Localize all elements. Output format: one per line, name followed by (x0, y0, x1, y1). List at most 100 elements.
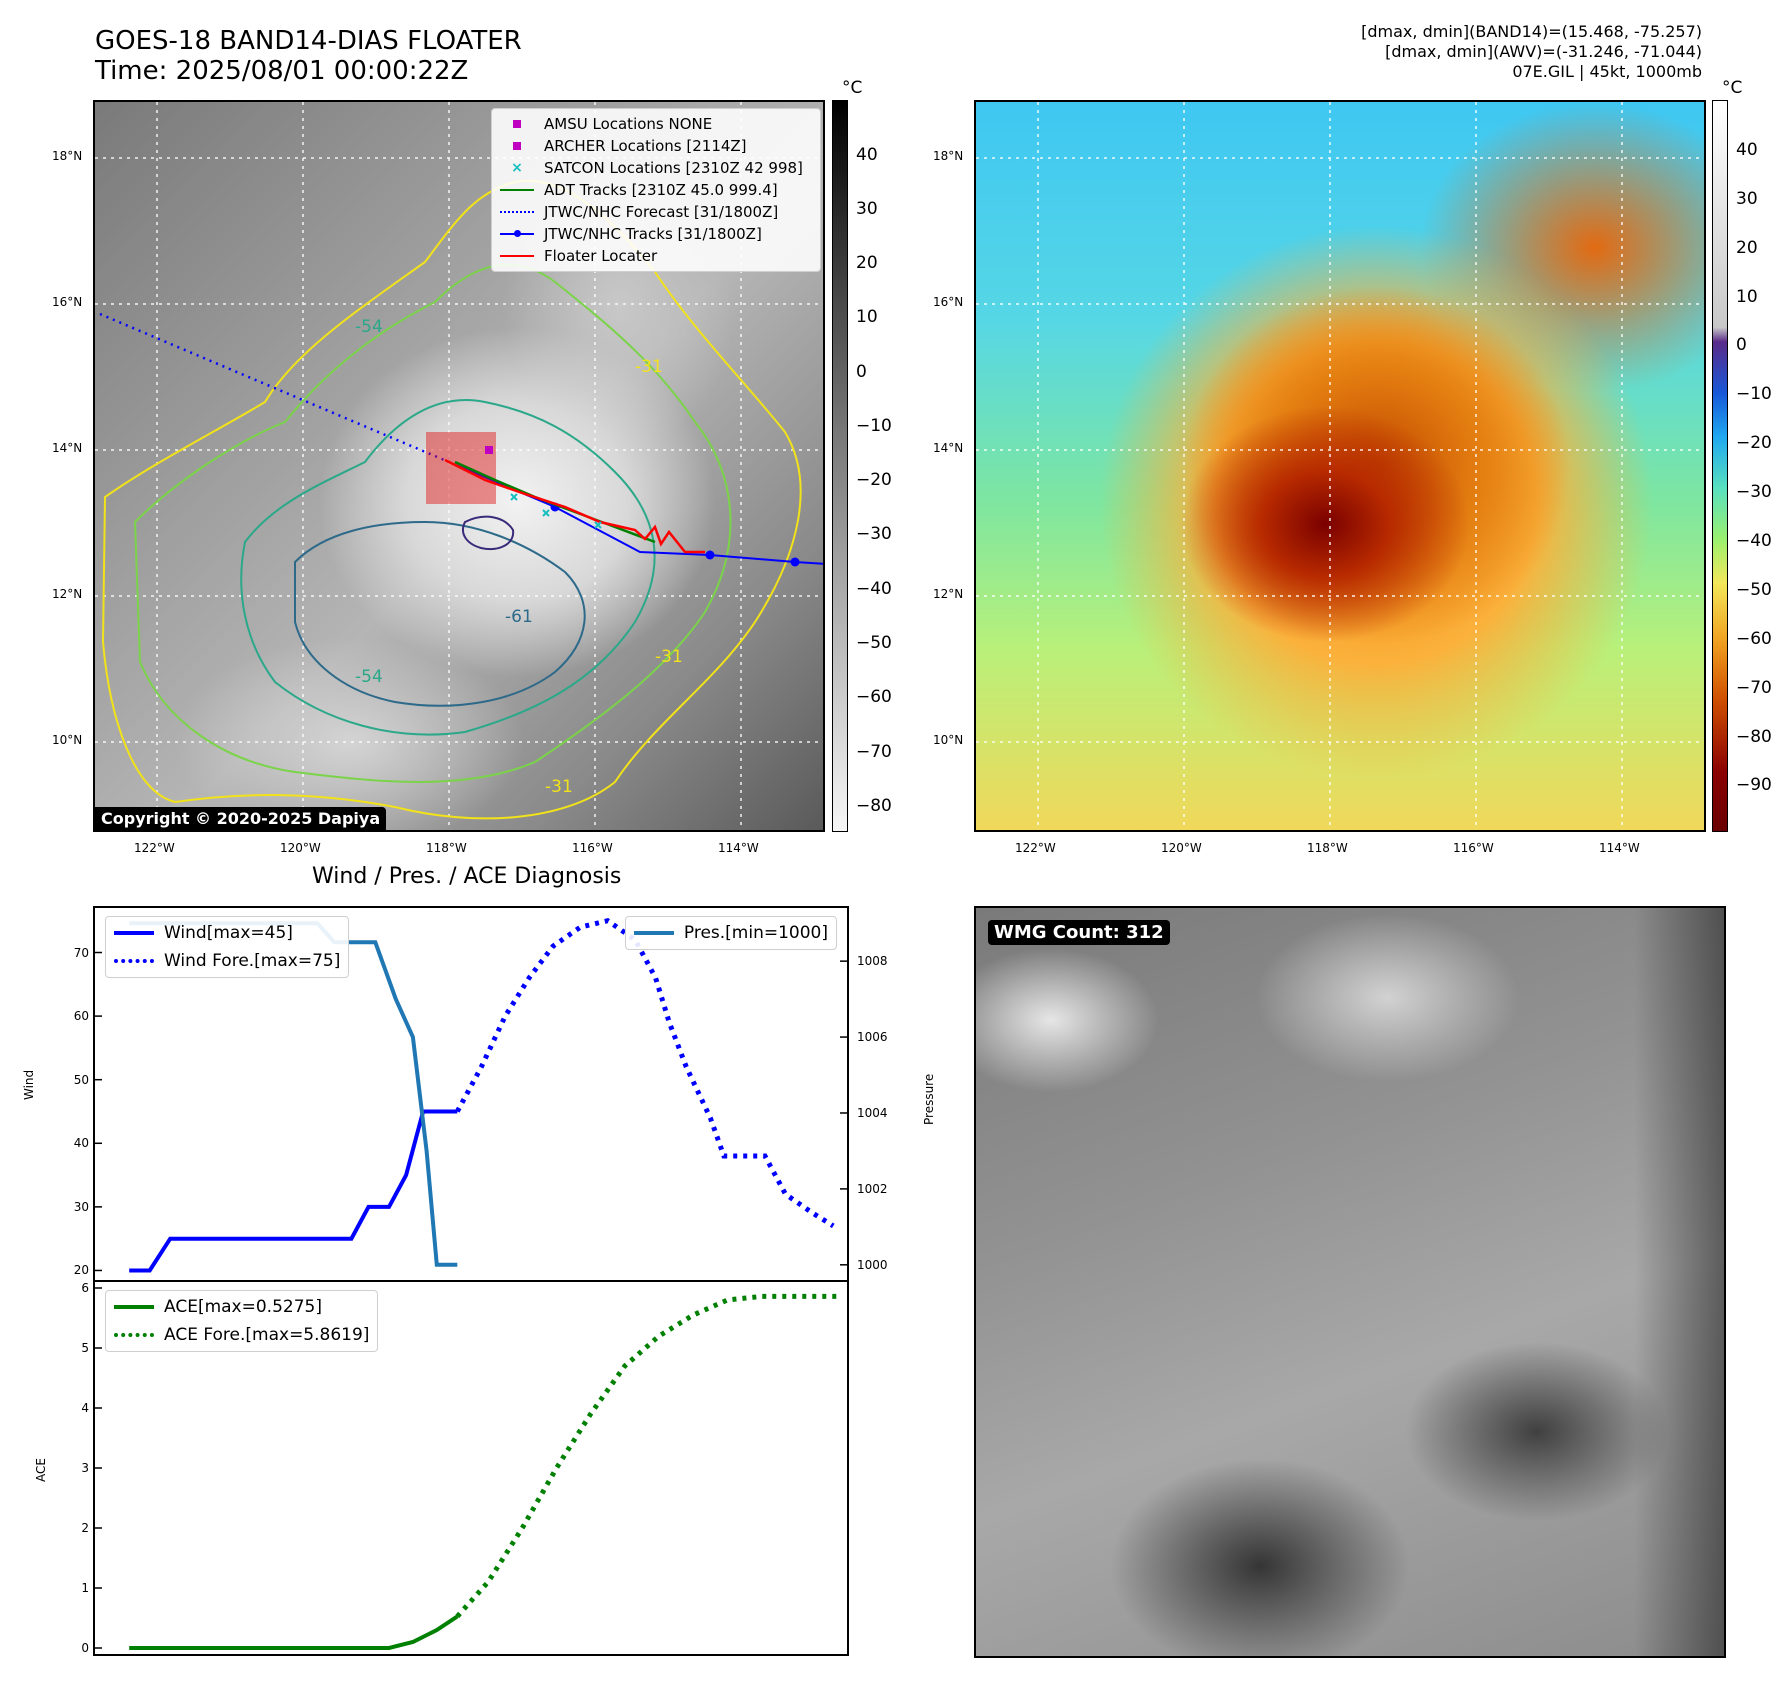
ir-cb-tick: −20 (856, 470, 892, 490)
contour-label-3: -61 (505, 607, 533, 627)
y-tick-label: 50 (73, 1072, 89, 1087)
ir-cb-tick: −30 (856, 524, 892, 544)
legend-label-floater: Floater Locater (544, 247, 658, 265)
ir-cb-tick: −80 (856, 796, 892, 816)
legend-label-satcon: SATCON Locations [2310Z 42 998] (544, 159, 803, 177)
contour-outer-yellow (101, 179, 802, 820)
y-right-tick-label: 1006 (857, 1030, 888, 1045)
wmg-count-badge: WMG Count: 312 (988, 920, 1170, 945)
wind-ylabel: Wind (22, 1069, 36, 1100)
legend-ace-label: ACE[max=0.5275] (164, 1297, 322, 1317)
ir-lon-118: 118°W (426, 841, 467, 855)
forecast-track (99, 312, 450, 464)
series-line-1 (455, 1293, 841, 1619)
ir-cb-tick: −70 (856, 742, 892, 762)
legend-label-archer: ARCHER Locations [2114Z] (544, 137, 747, 155)
ir-cb-tick: −10 (856, 416, 892, 436)
color-lon-122: 122°W (1015, 841, 1056, 855)
color-lon-114: 114°W (1599, 841, 1640, 855)
legend-item-archer: ARCHER Locations [2114Z] (500, 135, 812, 157)
legend-ace-fore: ACE Fore.[max=5.8619] (114, 1321, 369, 1349)
y-tick-label: 60 (73, 1009, 89, 1024)
wmg-map[interactable]: WMG Count: 312 (974, 906, 1726, 1658)
legend-label-adt: ADT Tracks [2310Z 45.0 999.4] (544, 181, 778, 199)
archer-marker (485, 446, 493, 454)
color-cb-tick: −30 (1736, 482, 1772, 502)
y-tick-label: 4 (81, 1401, 89, 1415)
legend-item-amsu: AMSU Locations NONE (500, 113, 812, 135)
contour-innermost (462, 515, 515, 550)
ir-lon-116: 116°W (572, 841, 613, 855)
legend-ace-fore-label: ACE Fore.[max=5.8619] (164, 1325, 370, 1345)
ir-cb-tick: 20 (856, 253, 878, 273)
y-tick-label: 30 (73, 1199, 89, 1214)
wind-legend: Wind[max=45] Wind Fore.[max=75] (105, 916, 350, 978)
copyright-badge: Copyright © 2020-2025 Dapiya (95, 807, 387, 830)
title-line-1: GOES-18 BAND14-DIAS FLOATER (95, 26, 522, 56)
legend-item-forecast: JTWC/NHC Forecast [31/1800Z] (500, 201, 812, 223)
color-colorbar (1712, 100, 1728, 832)
figure-title: GOES-18 BAND14-DIAS FLOATER Time: 2025/0… (95, 26, 522, 86)
y-right-tick-label: 1008 (857, 954, 888, 969)
ir-lon-122: 122°W (134, 841, 175, 855)
color-cb-tick: 10 (1736, 287, 1758, 307)
wind-pressure-chart: Wind[max=45] Wind Fore.[max=75] Pres.[mi… (93, 906, 849, 1282)
legend-item-floater: Floater Locater (500, 245, 812, 267)
series-line-0 (129, 1614, 459, 1650)
y-tick-label: 20 (73, 1263, 89, 1278)
ir-lat-18: 18°N (52, 149, 83, 163)
legend-item-adt: ADT Tracks [2310Z 45.0 999.4] (500, 179, 812, 201)
contour-label-6: -31 (545, 777, 573, 797)
contour-dark (294, 520, 586, 707)
ir-legend: AMSU Locations NONE ARCHER Locations [21… (491, 108, 821, 272)
ir-cb-tick: −60 (856, 687, 892, 707)
color-colorbar-unit: °C (1722, 78, 1743, 98)
ir-cb-tick: 40 (856, 145, 878, 165)
y-right-tick-label: 1002 (857, 1181, 888, 1196)
y-tick-label: 1 (81, 1581, 89, 1595)
ir-satellite-map[interactable]: -54 -31 -61 -31 -54 -31 AMSU Locations N… (93, 100, 825, 832)
ir-lat-14: 14°N (52, 441, 83, 455)
ir-lon-120: 120°W (280, 841, 321, 855)
contour-label-2: -31 (635, 357, 663, 377)
ir-cb-tick: 10 (856, 307, 878, 327)
ir-lon-114: 114°W (718, 841, 759, 855)
ir-lat-12: 12°N (52, 587, 83, 601)
y-tick-label: 70 (73, 945, 89, 960)
legend-label-jtwc: JTWC/NHC Tracks [31/1800Z] (544, 225, 762, 243)
stats-line-2: [dmax, dmin](AWV)=(-31.246, -71.044) (1385, 42, 1702, 61)
y-right-tick-label: 1004 (857, 1105, 888, 1120)
ir-cb-tick: 30 (856, 199, 878, 219)
color-cb-tick: −40 (1736, 531, 1772, 551)
color-cb-tick: −70 (1736, 678, 1772, 698)
ace-chart: ACE[max=0.5275] ACE Fore.[max=5.8619] (93, 1280, 849, 1656)
color-cb-tick: −20 (1736, 433, 1772, 453)
y-tick-label: 0 (81, 1641, 89, 1655)
contour-label-1: -54 (355, 317, 383, 337)
color-cb-tick: −50 (1736, 580, 1772, 600)
ace-svg (95, 1287, 841, 1650)
color-enhanced-map[interactable] (974, 100, 1706, 832)
ir-overlay: -54 -31 -61 -31 -54 -31 (95, 102, 823, 830)
color-lon-118: 118°W (1307, 841, 1348, 855)
color-cb-tick: −90 (1736, 775, 1772, 795)
title-line-2: Time: 2025/08/01 00:00:22Z (95, 56, 469, 86)
color-lat-14: 14°N (933, 441, 964, 455)
y-tick-label: 2 (81, 1521, 89, 1535)
ir-cb-tick: −50 (856, 633, 892, 653)
color-cb-tick: 30 (1736, 189, 1758, 209)
floater-track (444, 458, 705, 554)
y-tick-label: 3 (81, 1461, 89, 1475)
legend-ace: ACE[max=0.5275] (114, 1293, 369, 1321)
stats-header: [dmax, dmin](BAND14)=(15.468, -75.257) [… (1361, 22, 1702, 82)
contour-label-4: -31 (655, 647, 683, 667)
color-gridlines (976, 102, 1704, 830)
ir-cb-tick: 0 (856, 362, 867, 382)
ir-cb-tick: −40 (856, 579, 892, 599)
legend-wind-label: Wind[max=45] (164, 923, 293, 943)
y-tick-label: 6 (81, 1281, 89, 1295)
color-overlay (976, 102, 1704, 830)
series-line-0 (129, 1109, 458, 1273)
color-lat-16: 16°N (933, 295, 964, 309)
jtwc-track (448, 461, 823, 565)
